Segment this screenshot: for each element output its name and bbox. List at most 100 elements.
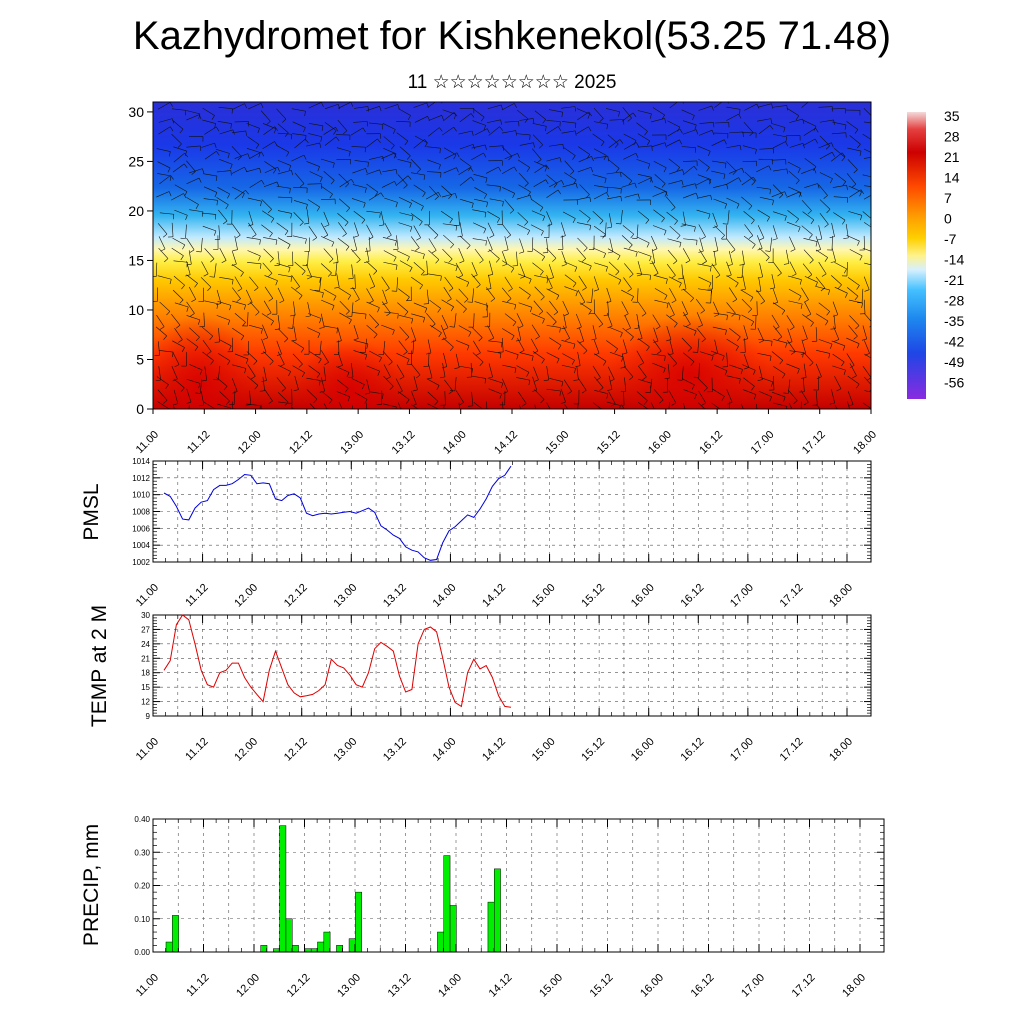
wind-barb-staff	[218, 209, 228, 222]
wind-barb-flag	[556, 295, 560, 300]
wind-barb-flag	[784, 191, 787, 197]
wind-barb-flag	[395, 202, 398, 208]
wind-barb-staff	[681, 264, 684, 279]
wind-barb-flag	[232, 279, 234, 285]
wind-barb-staff	[532, 262, 544, 272]
wind-barb-staff	[458, 365, 473, 369]
wind-barb-staff	[710, 289, 712, 304]
wind-barb-staff	[592, 402, 602, 409]
wind-barb-staff	[802, 314, 814, 323]
wind-barb-flag	[189, 249, 195, 253]
wind-barb-staff	[831, 340, 845, 347]
wind-barb-staff	[217, 365, 221, 380]
wind-barb-flag	[599, 118, 604, 122]
heatmap-x-tick-label: 11.12	[185, 429, 212, 456]
wind-barb-staff	[246, 167, 260, 173]
wind-barb-staff	[621, 353, 626, 368]
wind-barb-staff	[594, 353, 607, 362]
wind-barb-staff	[353, 121, 368, 123]
wind-barb-staff	[410, 327, 417, 341]
wind-barb-flag	[237, 288, 243, 292]
wind-barb-staff	[742, 389, 757, 395]
wind-barb-flag	[379, 224, 385, 227]
wind-barb-staff	[789, 118, 803, 123]
x-tick-label: 13.00	[331, 582, 359, 610]
wind-barb-staff	[740, 403, 744, 409]
wind-barb-flag	[678, 282, 682, 288]
wind-barb-staff	[455, 390, 464, 403]
wind-barb-flag	[853, 169, 858, 174]
wind-barb-staff	[293, 187, 308, 189]
wind-barb-flag	[404, 311, 409, 316]
wind-barb-staff	[563, 147, 576, 156]
wind-barb-flag	[364, 399, 368, 404]
wind-barb-flag	[588, 111, 592, 117]
wind-barb-staff	[786, 363, 800, 370]
wind-barb-staff	[562, 300, 569, 314]
wind-barb-flag	[700, 310, 705, 314]
wind-barb-staff	[308, 133, 322, 138]
wind-barb-flag	[627, 288, 632, 292]
wind-barb-staff	[637, 173, 652, 178]
wind-barb-flag	[724, 139, 727, 145]
wind-barb-flag	[305, 204, 308, 210]
wind-barb-staff	[623, 365, 634, 378]
wind-barb-flag	[304, 111, 306, 117]
wind-barb-staff	[294, 138, 306, 149]
wind-barb-staff	[263, 366, 267, 381]
x-tick-label: 12.00	[232, 582, 260, 610]
wind-barb-staff	[320, 158, 335, 164]
wind-barb-staff	[366, 138, 378, 148]
wind-barb-staff	[561, 340, 576, 345]
wind-barb-flag	[538, 311, 544, 315]
wind-barb-staff	[396, 353, 410, 360]
wind-barb-flag	[199, 369, 203, 375]
wind-barb-flag	[286, 151, 290, 157]
wind-barb-staff	[637, 288, 639, 303]
wind-barb-flag	[779, 360, 784, 365]
wind-barb-staff	[382, 403, 397, 408]
wind-barb-staff	[217, 121, 232, 124]
wind-barb-staff	[606, 340, 618, 349]
wind-barb-flag	[334, 286, 340, 289]
wind-barb-flag	[516, 354, 519, 360]
wind-barb-staff	[174, 209, 188, 216]
wind-barb-flag	[419, 221, 423, 226]
wind-barb-flag	[539, 207, 544, 212]
wind-barb-staff	[442, 112, 455, 122]
wind-barb-flag	[449, 218, 453, 224]
colorbar-scale	[907, 112, 926, 399]
wind-barb-staff	[577, 351, 581, 366]
wind-barb-staff	[849, 249, 863, 257]
wind-barb-flag	[727, 264, 733, 266]
wind-barb-flag	[486, 202, 488, 208]
wind-barb-flag	[786, 105, 788, 111]
wind-barb-flag	[353, 338, 359, 341]
wind-barb-flag	[289, 188, 291, 194]
wind-barb-staff	[320, 185, 333, 195]
wind-barb-staff	[396, 250, 410, 257]
wind-barb-flag	[333, 295, 337, 301]
wind-barb-flag	[712, 225, 718, 229]
wind-barb-flag	[843, 237, 849, 239]
x-tick-label: 17.00	[739, 972, 767, 1000]
heatmap-y-tick-label: 0	[136, 401, 144, 417]
wind-barb-flag	[649, 256, 652, 262]
wind-barb-flag	[298, 295, 303, 300]
wind-barb-staff	[651, 118, 665, 123]
wind-barb-flag	[344, 388, 349, 393]
wind-barb-staff	[293, 326, 297, 341]
wind-barb-flag	[324, 224, 330, 228]
wind-barb-flag	[736, 203, 740, 209]
y-tick-label: 0.00	[134, 948, 150, 957]
wind-barb-staff	[742, 145, 757, 150]
x-tick-label: 11.12	[183, 582, 210, 609]
pmsl-series-line	[163, 465, 512, 561]
wind-barb-flag	[438, 164, 441, 170]
wind-barb-staff	[306, 377, 321, 381]
wind-barb-staff	[831, 389, 835, 404]
wind-barb-staff	[800, 390, 809, 403]
wind-barb-staff	[682, 129, 697, 135]
wind-barb-staff	[726, 302, 736, 314]
wind-barb-flag	[245, 190, 249, 195]
